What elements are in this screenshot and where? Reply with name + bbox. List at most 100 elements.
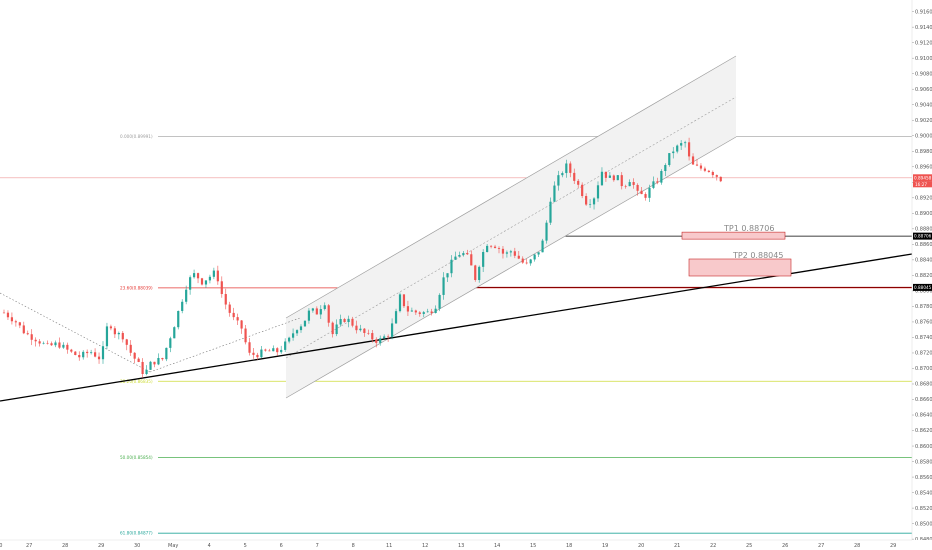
candle-body (691, 156, 695, 165)
candle-body (244, 328, 247, 343)
time-tick-label: 18 (566, 543, 572, 549)
major-trend-line[interactable] (0, 253, 913, 402)
candle-body (216, 270, 219, 282)
candle-body (466, 253, 469, 255)
candle-body (561, 173, 564, 176)
candle-body (497, 247, 501, 249)
candle-body (204, 280, 208, 285)
candle-body (703, 168, 707, 171)
time-tick-label: 28 (62, 543, 68, 549)
candle-body (581, 184, 584, 197)
candle-body (545, 222, 548, 241)
candle-body (541, 240, 544, 253)
candle-body (149, 361, 152, 370)
candle-body (422, 312, 425, 314)
candle-body (375, 339, 378, 343)
prior-downtrend-dotted-line[interactable] (0, 292, 151, 373)
candle-body (18, 322, 21, 326)
candle-body (684, 142, 687, 144)
candle-body (533, 254, 536, 260)
candle-body (74, 351, 77, 356)
candle-body (596, 185, 600, 199)
tp2-box[interactable] (688, 258, 792, 277)
candle-body (97, 356, 101, 360)
time-tick-label: 26 (782, 543, 788, 549)
candle-body (644, 194, 647, 198)
candle-body (640, 190, 643, 195)
candle-body (169, 338, 172, 348)
candle-body (117, 332, 120, 335)
candle-body (525, 262, 528, 264)
candle-body (493, 246, 497, 248)
candle-body (557, 175, 560, 186)
candle-body (331, 322, 334, 335)
candle-body (30, 334, 33, 340)
candle-body (624, 186, 627, 187)
tp1-box[interactable] (681, 231, 786, 240)
candle-body (351, 318, 354, 326)
candle-body (165, 347, 168, 360)
candle-body (588, 204, 592, 205)
candle-body (394, 311, 398, 324)
take-profit-boxes[interactable]: TP1 0.88706 TP2 0.88045 (681, 224, 792, 277)
candle-body (699, 165, 703, 169)
candle-body (711, 171, 714, 176)
candle-body (272, 348, 275, 352)
candle-body (50, 343, 53, 346)
candle-body (14, 321, 17, 323)
candle-body (478, 266, 481, 280)
candle-body (224, 294, 227, 305)
fib-level-label: 50.00(0.85854) (120, 455, 153, 460)
time-axis-background (0, 540, 932, 550)
candle-body (620, 175, 623, 187)
candle-body (291, 333, 295, 338)
trend-lines[interactable] (0, 253, 913, 402)
candle-body (185, 289, 188, 302)
candle-body (367, 332, 370, 334)
candle-body (695, 164, 699, 166)
time-tick-label: 25 (746, 543, 752, 549)
time-axis[interactable]: 2:00 27 28 29 30 May 4 5 6 7 8 11 12 13 14 15 18 19 20 21 22… (0, 539, 932, 550)
candle-body (212, 270, 215, 277)
time-tick-label: 22 (710, 543, 716, 549)
time-tick-label: May (168, 543, 178, 549)
candle-body (86, 351, 89, 354)
candle-body (379, 338, 382, 343)
tp1-price-tag (913, 232, 932, 240)
candle-body (284, 341, 287, 350)
candle-body (299, 326, 303, 331)
candle-body (446, 273, 449, 278)
candle-body (46, 342, 49, 344)
candle-body (652, 181, 655, 188)
time-tick-label: 19 (602, 543, 608, 549)
channel-median-line[interactable] (285, 96, 737, 359)
candle-body (458, 254, 461, 257)
time-tick-label: 27 (818, 543, 824, 549)
candle-body (454, 256, 457, 260)
candle-body (676, 145, 679, 152)
tp1-price-tag-label: 0.88706 (914, 234, 932, 239)
candle-body (371, 333, 374, 340)
candle-body (715, 175, 718, 177)
candle-body (549, 201, 552, 223)
fib-level-label: 0.000(0.89991) (120, 134, 153, 139)
candle-body (521, 258, 524, 263)
candle-body (22, 325, 25, 334)
channel-upper-line[interactable] (285, 55, 737, 319)
